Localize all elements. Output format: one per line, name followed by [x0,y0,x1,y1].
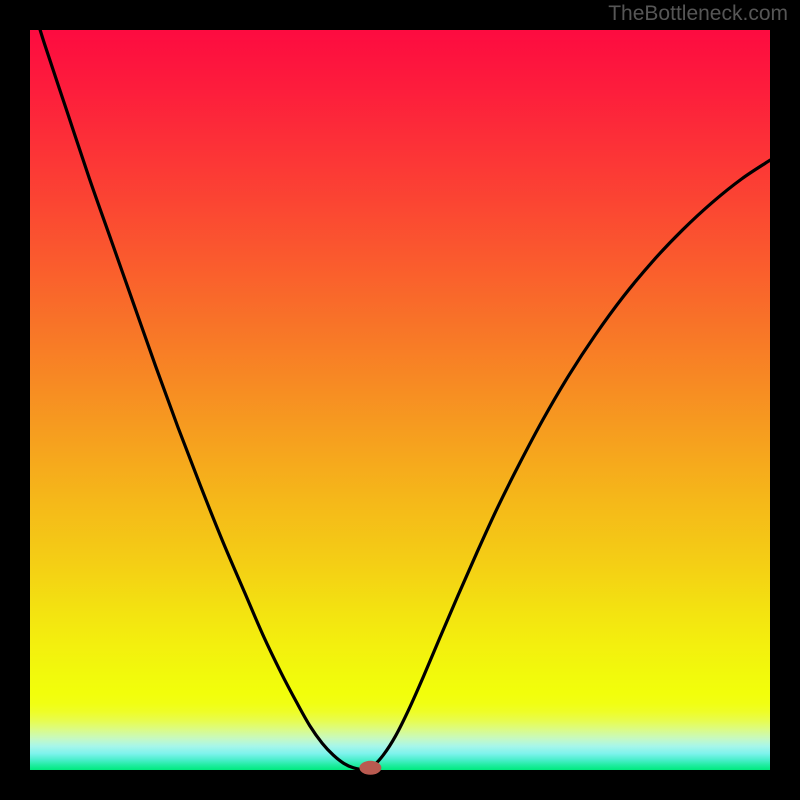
watermark-label: TheBottleneck.com [608,2,788,26]
chart-container: TheBottleneck.com [0,0,800,800]
chart-background [30,30,770,770]
bottleneck-chart [0,0,800,800]
optimal-point-marker [359,761,381,775]
